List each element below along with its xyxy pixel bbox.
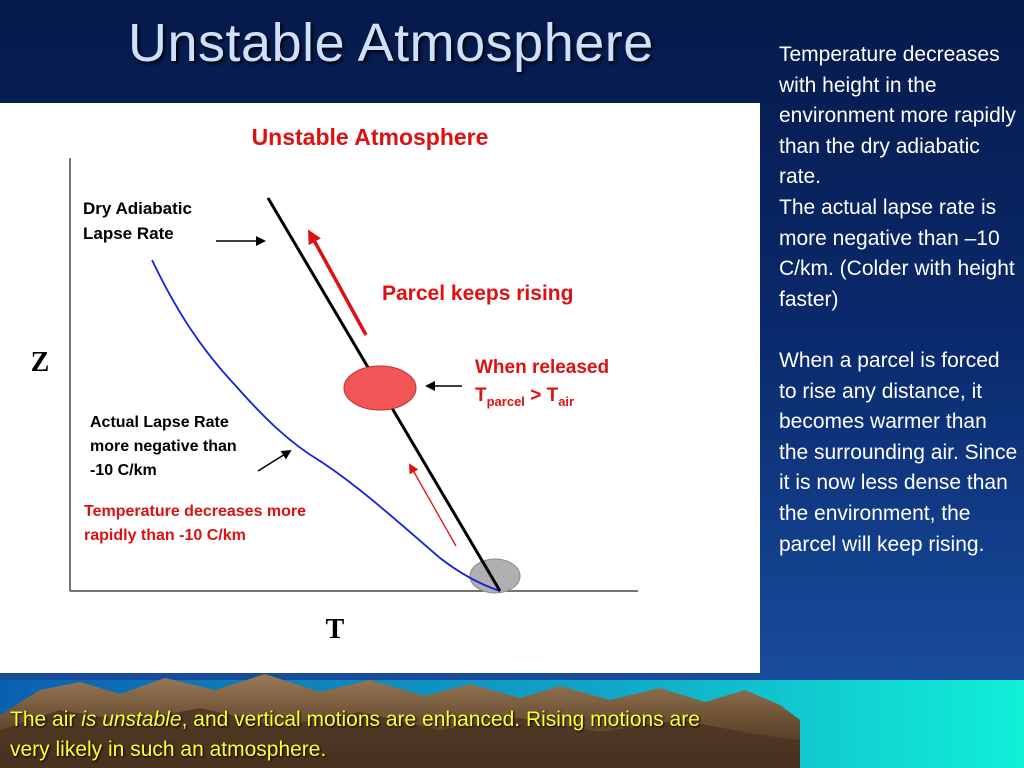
diagram-panel: Unstable Atmosphere Z T Dry Adiabatic La… xyxy=(0,103,760,673)
temperature-relation-label: Tparcel > Tair xyxy=(475,385,574,409)
diagram-title: Unstable Atmosphere xyxy=(252,124,489,150)
slide-title: Unstable Atmosphere xyxy=(128,13,654,73)
temperature-decreases-label: Temperature decreases more rapidly than … xyxy=(84,503,311,544)
parcel-keeps-rising-label: Parcel keeps rising xyxy=(382,282,573,305)
bottom-text-after: , and vertical motions are enhanced. Ris… xyxy=(10,708,700,761)
x-axis-label: T xyxy=(326,614,345,645)
actual-lapse-pointer-arrow xyxy=(257,449,292,472)
lapse-rate-diagram: Unstable Atmosphere Z T Dry Adiabatic La… xyxy=(31,124,638,645)
side-explanation-text: Temperature decreases with height in the… xyxy=(779,43,1018,556)
ground-parcel xyxy=(469,558,521,594)
parcel-rising-arrow xyxy=(308,229,368,336)
bottom-summary-text: The air is unstable, and vertical motion… xyxy=(10,705,720,765)
dry-adiabatic-label: Dry Adiabatic Lapse Rate xyxy=(83,199,197,243)
bottom-text-emphasis: is unstable xyxy=(81,708,182,731)
y-axis-label: Z xyxy=(31,347,50,378)
actual-lapse-rate-label: Actual Lapse Rate more negative than -10… xyxy=(90,414,241,479)
bottom-text-before: The air xyxy=(10,708,82,731)
rising-parcel xyxy=(343,365,417,411)
actual-lapse-rate-curve xyxy=(151,259,501,592)
mountain-backdrop xyxy=(0,674,1024,768)
when-released-label: When released xyxy=(475,357,609,378)
small-rising-arrow xyxy=(409,463,457,547)
